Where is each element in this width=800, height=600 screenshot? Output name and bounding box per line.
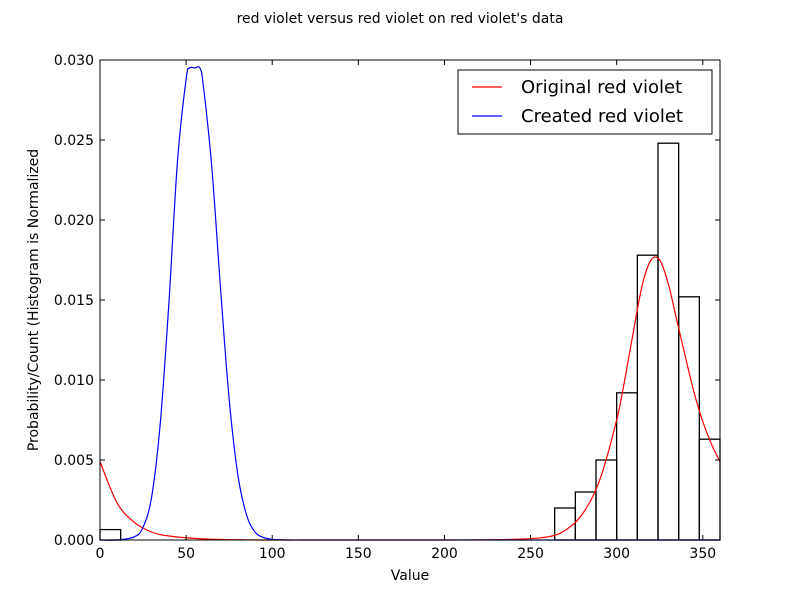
y-tick-label: 0.020 (54, 213, 94, 229)
y-tick-label: 0.025 (54, 133, 94, 149)
x-tick-label: 0 (96, 546, 105, 562)
legend-box (457, 69, 713, 135)
x-tick-label: 350 (689, 546, 716, 562)
x-axis-ticks: 0 50 100 150 200 250 300 350 (96, 60, 716, 562)
density-curves (99, 66, 721, 541)
x-tick-label: 50 (177, 546, 195, 562)
y-axis-label: Probability/Count (Histogram is Normaliz… (26, 149, 42, 451)
x-tick-label: 200 (431, 546, 458, 562)
y-tick-label: 0.005 (54, 453, 94, 469)
y-axis-ticks: 0.000 0.005 0.010 0.015 0.020 0.025 0.030 (54, 53, 720, 549)
chart-title: red violet versus red violet on red viol… (237, 11, 564, 27)
series-line-original (99, 256, 721, 541)
y-tick-label: 0.015 (54, 293, 94, 309)
y-tick-label: 0.030 (54, 53, 94, 69)
x-axis-label: Value (391, 568, 429, 584)
legend: Original red violet Created red violet (457, 69, 713, 135)
histogram-bar (99, 528, 122, 541)
histogram-bar (574, 491, 597, 541)
plot-area (99, 66, 721, 541)
legend-label-original: Original red violet (521, 77, 682, 98)
x-tick-label: 300 (603, 546, 630, 562)
histogram-bar (636, 254, 659, 541)
y-tick-label: 0.010 (54, 373, 94, 389)
histogram-bar (554, 507, 576, 541)
x-tick-label: 150 (345, 546, 372, 562)
histogram-bar (595, 459, 618, 541)
y-tick-label: 0.000 (54, 533, 94, 549)
histogram (99, 142, 721, 541)
legend-label-created: Created red violet (521, 106, 683, 127)
histogram-bar (616, 392, 638, 541)
x-tick-label: 100 (259, 546, 286, 562)
histogram-bar (657, 142, 680, 541)
series-line-created (99, 66, 720, 541)
histogram-bar (678, 296, 700, 541)
x-tick-label: 250 (517, 546, 544, 562)
